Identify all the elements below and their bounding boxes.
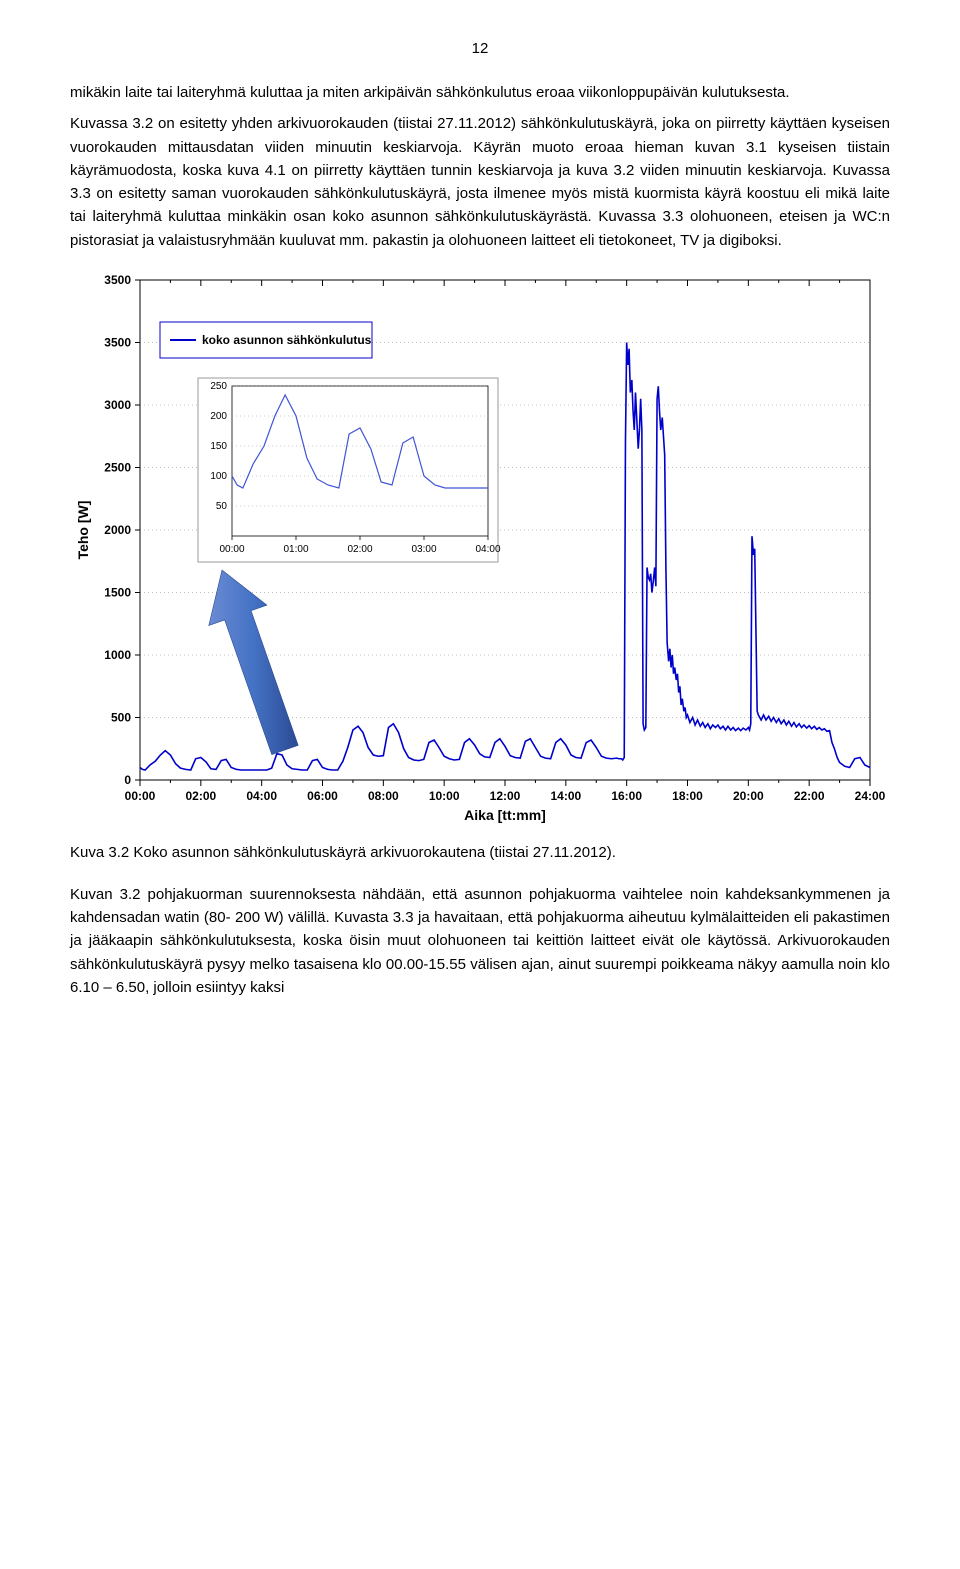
paragraph-2: Kuvassa 3.2 on esitetty yhden arkivuorok… [70, 112, 890, 252]
svg-text:10:00: 10:00 [429, 789, 460, 803]
svg-text:20:00: 20:00 [733, 789, 764, 803]
svg-text:08:00: 08:00 [368, 789, 399, 803]
svg-text:3000: 3000 [104, 398, 131, 412]
svg-text:00:00: 00:00 [125, 789, 156, 803]
svg-text:200: 200 [210, 411, 227, 422]
svg-text:1500: 1500 [104, 585, 131, 599]
chart-svg: 0 500 1000 1500 2000 2500 3000 3500 3500 00:00 02:… [70, 270, 890, 830]
figure-caption: Kuva 3.2 Koko asunnon sähkönkulutuskäyrä… [70, 844, 890, 861]
svg-text:2000: 2000 [104, 523, 131, 537]
svg-text:18:00: 18:00 [672, 789, 703, 803]
svg-text:2500: 2500 [104, 460, 131, 474]
svg-text:100: 100 [210, 471, 227, 482]
svg-text:06:00: 06:00 [307, 789, 338, 803]
svg-text:250: 250 [210, 381, 227, 392]
svg-text:150: 150 [210, 441, 227, 452]
svg-text:50: 50 [216, 501, 228, 512]
svg-text:0: 0 [124, 773, 131, 787]
power-chart: 0 500 1000 1500 2000 2500 3000 3500 3500 00:00 02:… [70, 270, 890, 830]
svg-text:12:00: 12:00 [490, 789, 521, 803]
svg-text:16:00: 16:00 [611, 789, 642, 803]
svg-text:3500: 3500 [104, 335, 131, 349]
paragraph-3: Kuvan 3.2 pohjakuorman suurennoksesta nä… [70, 883, 890, 999]
svg-text:04:00: 04:00 [246, 789, 277, 803]
svg-text:02:00: 02:00 [185, 789, 216, 803]
svg-text:24:00: 24:00 [855, 789, 886, 803]
svg-text:14:00: 14:00 [550, 789, 581, 803]
svg-text:04:00: 04:00 [475, 544, 500, 555]
svg-text:22:00: 22:00 [794, 789, 825, 803]
svg-text:Teho [W]: Teho [W] [75, 500, 91, 559]
paragraph-1: mikäkin laite tai laiteryhmä kuluttaa ja… [70, 81, 890, 104]
svg-text:Aika [tt:mm]: Aika [tt:mm] [464, 807, 546, 823]
svg-text:02:00: 02:00 [347, 544, 372, 555]
svg-text:koko asunnon sähkönkulutus: koko asunnon sähkönkulutus [202, 333, 372, 347]
svg-text:500: 500 [111, 710, 131, 724]
svg-text:1000: 1000 [104, 648, 131, 662]
svg-text:01:00: 01:00 [283, 544, 308, 555]
svg-text:03:00: 03:00 [411, 544, 436, 555]
page-number: 12 [70, 40, 890, 57]
svg-text:3500: 3500 [104, 273, 131, 287]
svg-text:00:00: 00:00 [219, 544, 244, 555]
